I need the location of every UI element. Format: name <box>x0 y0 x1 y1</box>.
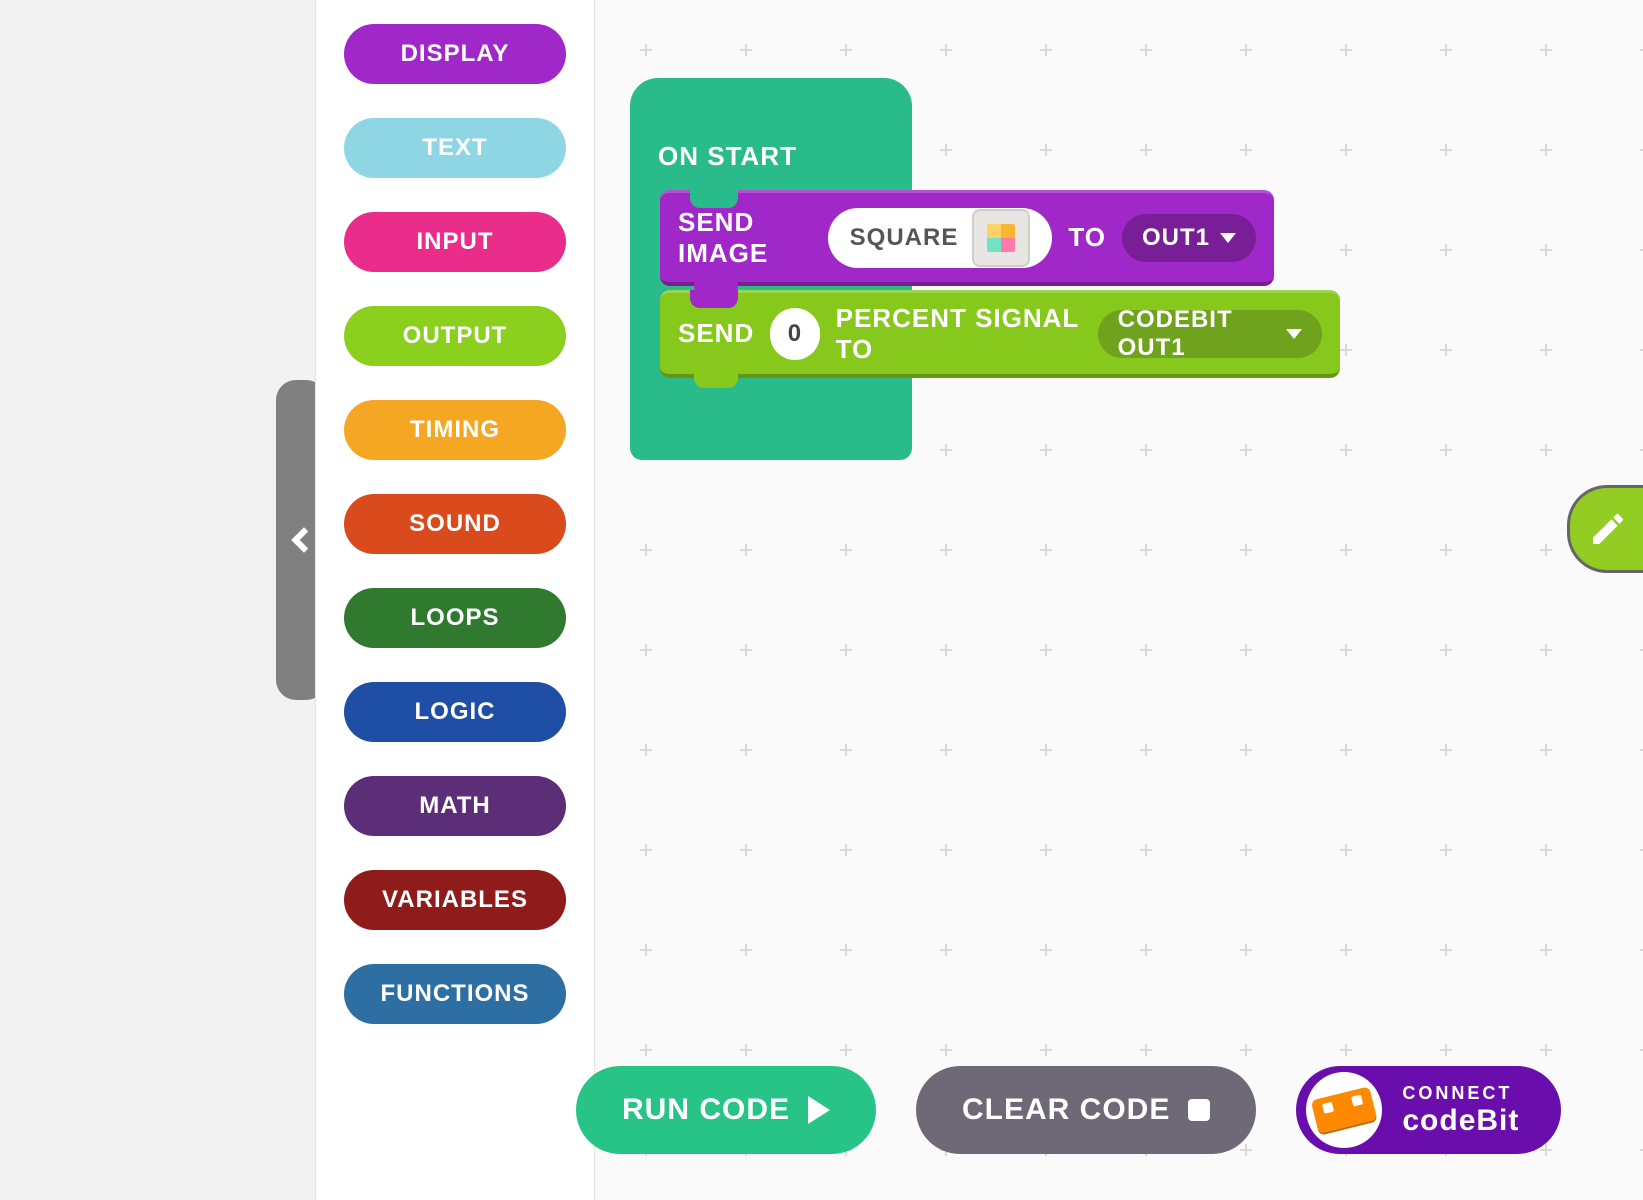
category-sound[interactable]: SOUND <box>344 494 566 554</box>
category-label: VARIABLES <box>382 886 528 914</box>
connect-codebit-button[interactable]: CONNECT codeBit <box>1296 1066 1561 1154</box>
category-math[interactable]: MATH <box>344 776 566 836</box>
image-name-slot[interactable]: SQUARE <box>828 208 1053 268</box>
category-label: LOGIC <box>415 698 496 726</box>
block-send-image[interactable]: SEND IMAGE SQUARE TO OUT1 <box>660 190 1274 286</box>
block-category-panel: DISPLAY TEXT INPUT OUTPUT TIMING SOUND LOOPS LO… <box>315 0 595 1200</box>
connect-top-label: CONNECT <box>1402 1083 1519 1104</box>
label-to: TO <box>1068 222 1106 253</box>
category-label: TIMING <box>410 416 500 444</box>
action-bar: RUN CODE CLEAR CODE CONNECT codeBit <box>576 1066 1561 1154</box>
category-label: INPUT <box>417 228 494 256</box>
edit-tab[interactable] <box>1567 485 1643 573</box>
caret-down-icon <box>1286 329 1302 339</box>
connect-text: CONNECT codeBit <box>1402 1083 1519 1138</box>
category-label: MATH <box>419 792 491 820</box>
block-send-percent[interactable]: SEND 0 PERCENT SIGNAL TO CODEBIT OUT1 <box>660 290 1340 378</box>
category-logic[interactable]: LOGIC <box>344 682 566 742</box>
codebit-port-dropdown[interactable]: CODEBIT OUT1 <box>1098 310 1322 358</box>
run-code-label: RUN CODE <box>622 1093 790 1127</box>
run-code-button[interactable]: RUN CODE <box>576 1066 876 1154</box>
codebit-sprite-icon <box>1311 1086 1377 1134</box>
output-port-label: OUT1 <box>1142 224 1210 252</box>
edit-icon <box>1588 509 1628 549</box>
play-icon <box>808 1096 830 1124</box>
codebit-port-label: CODEBIT OUT1 <box>1118 306 1276 362</box>
category-input[interactable]: INPUT <box>344 212 566 272</box>
hat-title: ON START <box>658 141 797 172</box>
category-functions[interactable]: FUNCTIONS <box>344 964 566 1024</box>
category-loops[interactable]: LOOPS <box>344 588 566 648</box>
image-name-text: SQUARE <box>850 224 959 252</box>
category-display[interactable]: DISPLAY <box>344 24 566 84</box>
category-text[interactable]: TEXT <box>344 118 566 178</box>
category-label: DISPLAY <box>401 40 510 68</box>
caret-down-icon <box>1220 233 1236 243</box>
image-preview-icon <box>972 209 1030 267</box>
category-label: SOUND <box>409 510 501 538</box>
category-variables[interactable]: VARIABLES <box>344 870 566 930</box>
category-label: OUTPUT <box>403 322 508 350</box>
clear-code-button[interactable]: CLEAR CODE <box>916 1066 1256 1154</box>
percent-value-input[interactable]: 0 <box>770 308 819 360</box>
category-label: TEXT <box>422 134 487 162</box>
output-port-dropdown[interactable]: OUT1 <box>1122 214 1256 262</box>
label-percent-signal-to: PERCENT SIGNAL TO <box>836 303 1082 365</box>
percent-value-text: 0 <box>788 320 802 348</box>
connect-main-label: codeBit <box>1402 1104 1519 1137</box>
codebit-sprite-circle <box>1306 1072 1382 1148</box>
chevron-left-icon <box>291 527 316 552</box>
label-send: SEND <box>678 318 754 349</box>
stop-icon <box>1188 1099 1210 1121</box>
category-label: LOOPS <box>410 604 499 632</box>
category-label: FUNCTIONS <box>381 980 530 1008</box>
clear-code-label: CLEAR CODE <box>962 1093 1170 1127</box>
category-output[interactable]: OUTPUT <box>344 306 566 366</box>
category-timing[interactable]: TIMING <box>344 400 566 460</box>
label-send-image: SEND IMAGE <box>678 207 812 269</box>
